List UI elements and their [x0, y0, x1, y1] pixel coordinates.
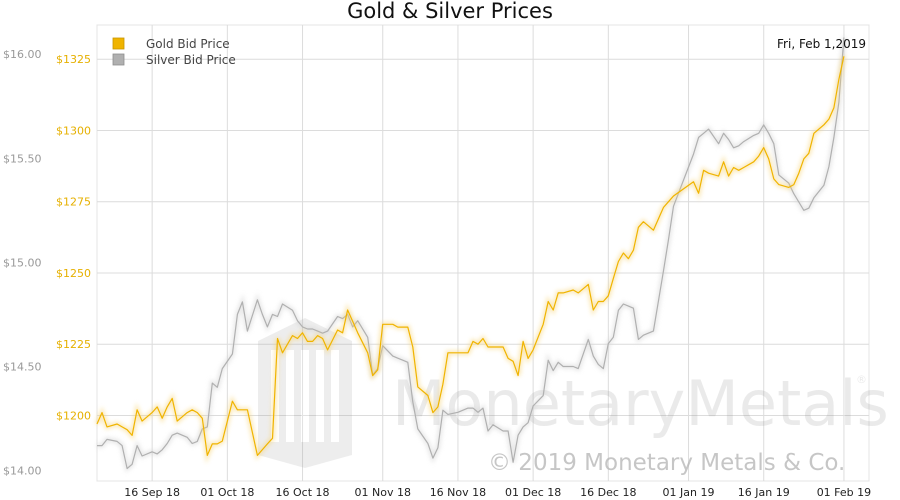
x-tick-label: 16 Jan 19: [738, 486, 790, 499]
right-tick-label: $15.00: [3, 256, 42, 269]
watermark: MonetaryMetals ®: [258, 318, 889, 468]
axes: 16 Sep 18 01 Oct 18 16 Oct 18 01 Nov 18 16 N…: [3, 48, 871, 499]
left-tick-label: $1225: [56, 338, 91, 351]
watermark-registered-mark: ®: [856, 373, 867, 386]
legend-swatch-gold: [112, 37, 125, 50]
date-readout: Fri, Feb 1,2019: [777, 37, 866, 51]
right-tick-label: $14.50: [3, 360, 42, 373]
plot-area: [96, 24, 870, 482]
x-tick-label: 01 Feb 19: [817, 486, 871, 499]
left-tick-label: $1325: [56, 53, 91, 66]
legend-swatch-silver: [112, 53, 125, 66]
x-tick-label: 16 Oct 18: [276, 486, 330, 499]
x-tick-label: 01 Jan 19: [663, 486, 715, 499]
left-tick-label: $1300: [56, 124, 91, 137]
left-tick-label: $1275: [56, 196, 91, 209]
left-tick-label: $1200: [56, 409, 91, 422]
left-tick-label: $1250: [56, 267, 91, 280]
watermark-copyright: © 2019 Monetary Metals & Co.: [488, 450, 845, 476]
legend-label-silver: Silver Bid Price: [146, 53, 236, 67]
x-tick-label: 16 Dec 18: [580, 486, 636, 499]
series-line-silver: [97, 37, 845, 470]
x-tick-label: 01 Nov 18: [355, 486, 411, 499]
x-tick-label: 16 Sep 18: [124, 486, 180, 499]
x-tick-label: 16 Nov 18: [430, 486, 486, 499]
series-line-gold: [96, 56, 845, 456]
x-tick-label: 01 Oct 18: [200, 486, 254, 499]
right-tick-label: $16.00: [3, 48, 42, 61]
x-tick-label: 01 Dec 18: [505, 486, 561, 499]
watermark-brand: MonetaryMetals: [392, 367, 889, 440]
chart-title: Gold & Silver Prices: [347, 0, 553, 23]
right-tick-label: $15.50: [3, 152, 42, 165]
right-tick-label: $14.00: [3, 465, 42, 478]
legend-label-gold: Gold Bid Price: [146, 37, 230, 51]
legend: Gold Bid Price Silver Bid Price: [112, 37, 236, 67]
series-layer: [94, 37, 847, 473]
